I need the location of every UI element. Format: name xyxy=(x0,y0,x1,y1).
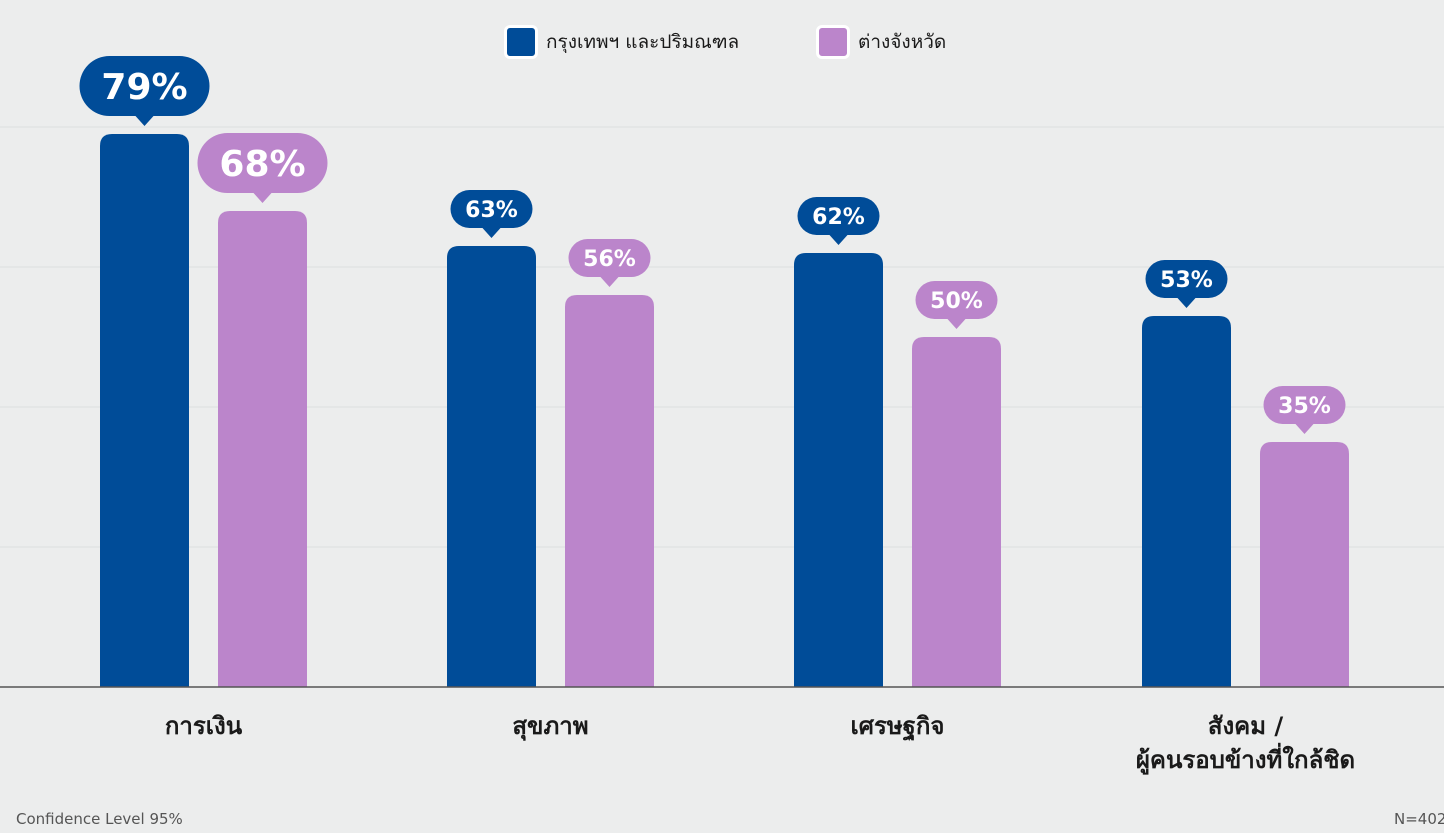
data-label-bubble xyxy=(1145,260,1228,308)
legend-label-provinces: ต่างจังหวัด xyxy=(858,31,947,53)
bar xyxy=(447,246,536,687)
data-label: 62% xyxy=(812,205,865,230)
category-label: ผู้คนรอบข้างที่ใกล้ชิด xyxy=(1136,742,1355,775)
bar xyxy=(794,253,883,687)
bar xyxy=(1142,316,1231,687)
data-label: 79% xyxy=(101,67,187,108)
data-label: 50% xyxy=(930,289,983,314)
data-label-bubble xyxy=(915,281,998,329)
category-label: เศรษฐกิจ xyxy=(851,712,945,742)
data-label-bubble xyxy=(197,133,328,203)
data-label-bubble xyxy=(797,197,880,245)
category-label: สังคม / xyxy=(1208,712,1284,740)
category-label: สุขภาพ xyxy=(512,712,588,742)
bar xyxy=(1260,442,1349,687)
legend-item-bangkok: กรุงเทพฯ และปริมณฑล xyxy=(504,25,739,59)
legend-swatch-provinces xyxy=(816,25,850,59)
legend-item-provinces: ต่างจังหวัด xyxy=(816,25,946,59)
data-label: 63% xyxy=(465,198,518,223)
confidence-level-note: Confidence Level 95% xyxy=(16,810,183,828)
data-label-bubble xyxy=(1263,386,1346,434)
bar xyxy=(912,337,1001,687)
data-label-bubble xyxy=(79,56,210,126)
legend-label-bangkok: กรุงเทพฯ และปริมณฑล xyxy=(546,31,740,53)
bar xyxy=(218,211,307,687)
chart-legend: กรุงเทพฯ และปริมณฑล ต่างจังหวัด xyxy=(0,25,1444,65)
legend-swatch-bangkok xyxy=(504,25,538,59)
category-label: การเงิน xyxy=(165,712,243,740)
data-label: 35% xyxy=(1278,394,1331,419)
data-label-bubble xyxy=(450,190,533,238)
data-label: 53% xyxy=(1160,268,1213,293)
data-label: 68% xyxy=(219,144,305,185)
data-label: 56% xyxy=(583,247,636,272)
sample-size-note: N=402 xyxy=(1394,810,1444,828)
data-label-bubble xyxy=(568,239,651,287)
bar xyxy=(565,295,654,687)
bar xyxy=(100,134,189,687)
